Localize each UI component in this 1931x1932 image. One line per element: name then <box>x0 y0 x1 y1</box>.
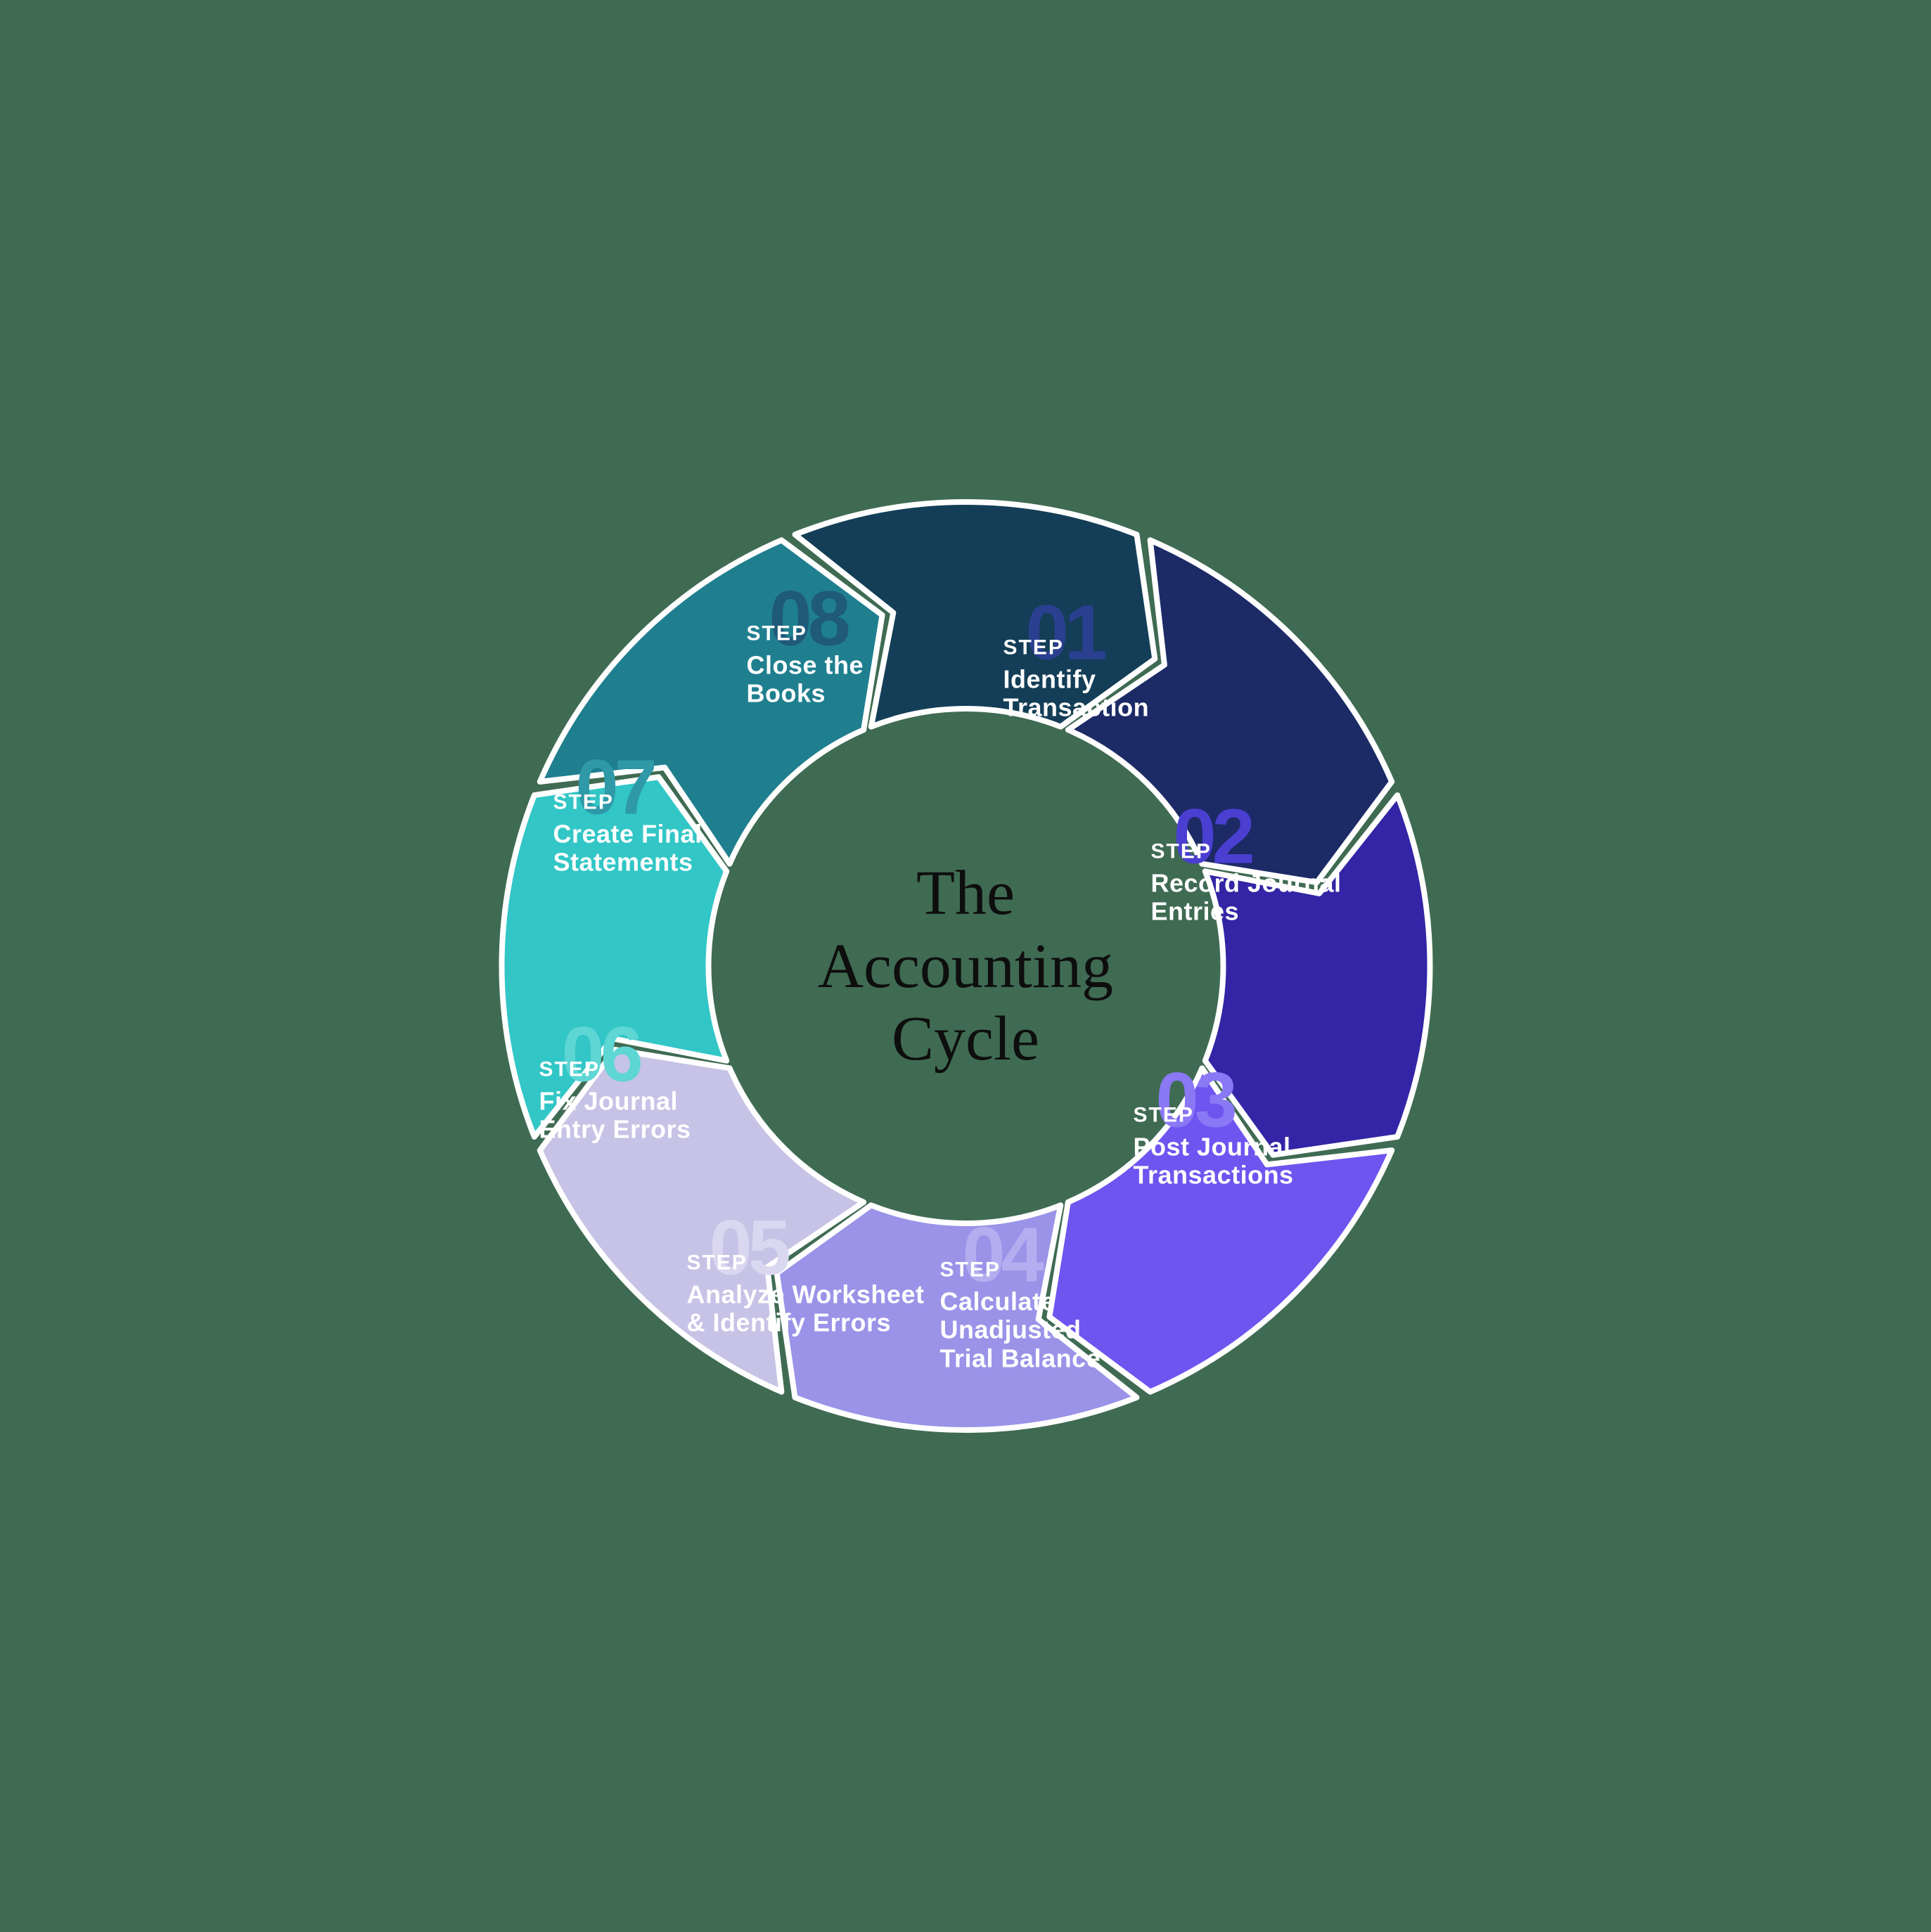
center-title-line: The <box>818 857 1113 930</box>
center-title-line: Accounting <box>818 929 1113 1003</box>
center-title-line: Cycle <box>818 1003 1113 1076</box>
accounting-cycle-diagram: The Accounting Cycle 01STEPIdentifyTrans… <box>483 483 1449 1449</box>
center-title: The Accounting Cycle <box>818 857 1113 1076</box>
